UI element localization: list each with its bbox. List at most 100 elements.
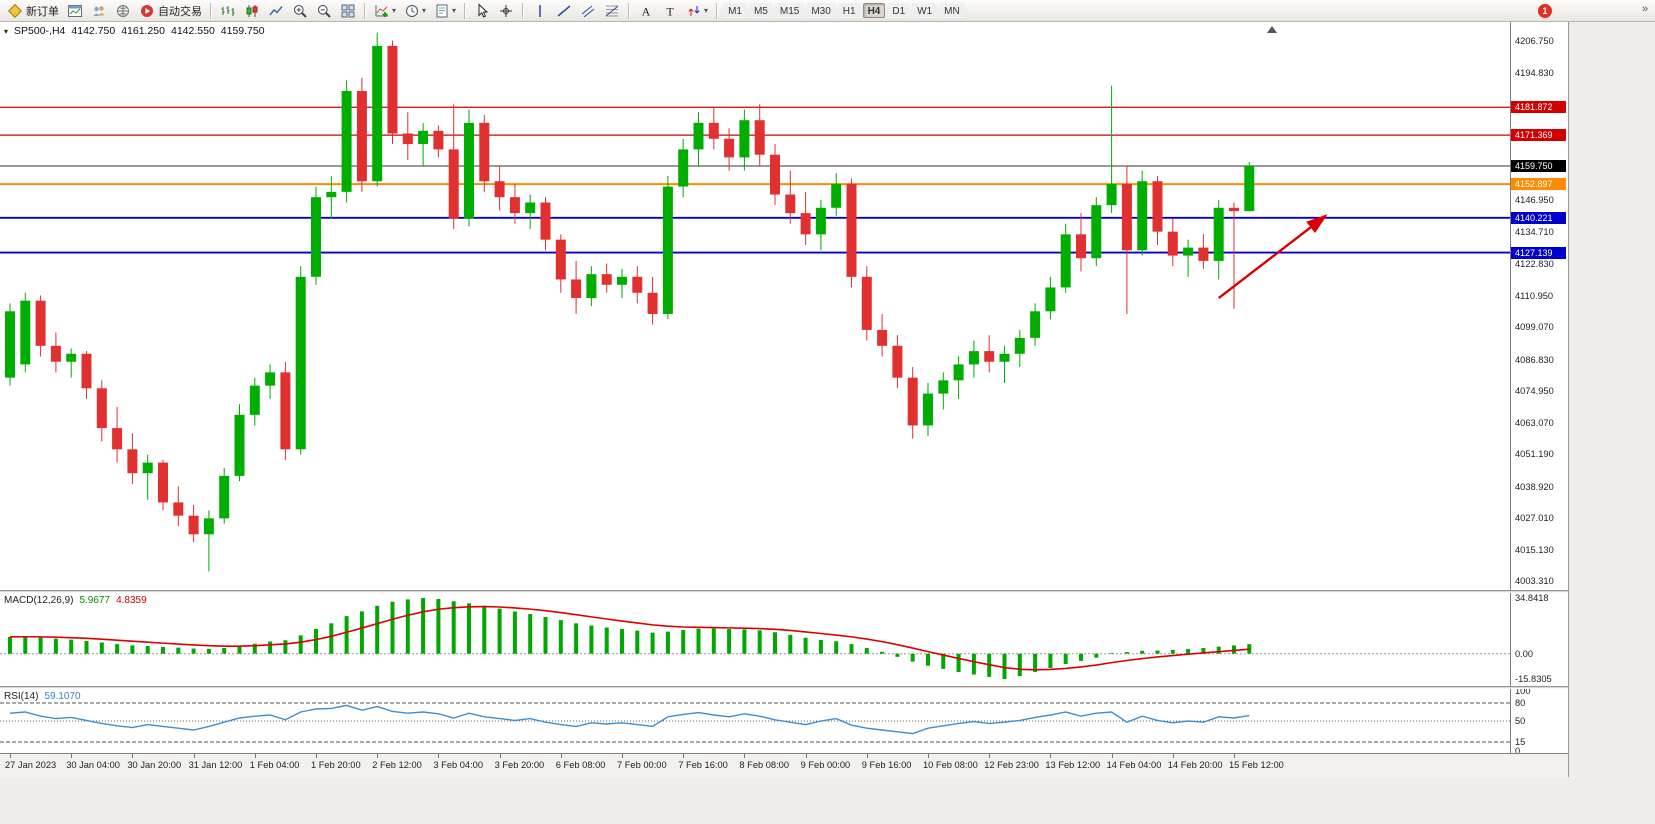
vertical-line-tool-button[interactable] [528,1,552,20]
tile-windows-button[interactable] [336,1,360,20]
rsi-pane-divider[interactable] [0,686,1568,689]
support-line-price-tag: 4127.139 [1511,246,1566,259]
fibonacci-tool-button[interactable] [600,1,624,20]
toolbar-separator [716,2,719,19]
time-axis-label: 6 Feb 08:00 [555,760,606,770]
zoom-in-button[interactable] [288,1,312,20]
notification-badge[interactable]: 1 [1538,4,1552,18]
price-axis-label: 4038.920 [1515,481,1554,492]
text-tool-button[interactable]: A [634,1,658,20]
cursor-tool-button[interactable] [470,1,494,20]
timeframe-button-w1[interactable]: W1 [912,3,938,18]
price-axis-label: 4146.950 [1515,194,1554,205]
rsi-pane [0,702,1510,743]
macd-label: MACD(12,26,9) [4,595,74,606]
time-axis-label: 8 Feb 08:00 [739,760,790,770]
vertical-line-icon [539,4,541,17]
timeframe-button-d1[interactable]: D1 [887,3,911,18]
timeframe-button-m30[interactable]: M30 [806,3,836,18]
community-button[interactable] [111,1,135,20]
price-axis-label: 4051.190 [1515,449,1554,460]
templates-button[interactable]: ▾ [430,1,460,20]
bid-line-price-tag: 4159.750 [1511,159,1566,172]
price-axis-label: 80 [1515,698,1526,708]
crosshair-icon [500,4,513,17]
time-axis[interactable]: 27 Jan 2023 30 Jan 04:00 30 Jan 20:00 31 Ja… [0,753,1568,778]
chart-shift-icon[interactable] [1267,26,1277,33]
charts-window-button[interactable] [63,1,87,20]
bars-chart-icon [221,5,235,16]
svg-text:A: A [642,4,651,18]
add-indicator-icon [375,4,388,17]
price-axis-label: 0 [1515,746,1521,756]
symbol-dropdown-icon[interactable]: ▾ [4,26,9,36]
time-axis-label: 12 Feb 23:00 [984,760,1039,770]
timeframe-button-h4[interactable]: H4 [862,3,886,18]
accounts-button[interactable] [87,1,111,20]
add-indicator-button[interactable]: ▾ [370,1,400,20]
timeframe-button-m15[interactable]: M15 [774,3,805,18]
price-axis[interactable]: 4206.750 4194.830 4146.950 4134.710 4122.830… [1510,22,1568,756]
label-icon: T [666,4,674,18]
time-axis-tick [1234,754,1235,758]
macd-main-value: 5.9677 [79,595,111,606]
trend-arrow-annotation[interactable] [1217,214,1328,299]
timeframe-button-m5[interactable]: M5 [748,3,773,18]
channel-tool-button[interactable] [576,1,600,20]
periods-button[interactable]: ▾ [400,1,430,20]
candlestick-chart-icon [246,4,258,17]
chart-title: ▾ SP500-,H4 4142.750 4161.250 4142.550 4… [4,25,265,37]
price-axis-label: 100 [1515,686,1531,696]
timeframe-button-mn[interactable]: MN [939,3,965,18]
price-axis-label: 4194.830 [1515,67,1554,78]
macd-pane-divider[interactable] [0,590,1568,593]
price-axis-label: 4086.830 [1515,354,1554,365]
time-axis-label: 1 Feb 04:00 [249,760,300,770]
price-axis-label: 15 [1515,737,1526,747]
time-axis-label: 3 Feb 20:00 [494,760,545,770]
zoom-out-icon [318,4,331,18]
toolbar-separator [628,2,631,19]
accounts-icon [93,5,105,16]
time-axis-tick [928,754,929,758]
tile-windows-icon [341,4,355,17]
price-axis-label: 4074.950 [1515,386,1554,397]
bars-chart-button[interactable] [216,1,240,20]
rsi-label: RSI(14) [4,691,39,702]
time-axis-tick [254,754,256,758]
time-axis-label: 13 Feb 12:00 [1045,760,1101,770]
time-axis-label: 1 Feb 20:00 [311,760,361,770]
chevron-down-icon: ▾ [422,6,427,15]
pivot-line-price-tag: 4152.897 [1511,178,1566,191]
timeframe-button-h1[interactable]: H1 [837,3,861,18]
trendline-tool-button[interactable] [552,1,576,20]
ohlc-high: 4161.250 [121,25,165,37]
ohlc-close: 4159.750 [220,25,265,37]
toolbar-separator [464,2,467,19]
time-axis-label: 31 Jan 12:00 [188,760,243,770]
price-axis-label: 4122.830 [1515,258,1554,269]
toolbar-overflow-icon[interactable]: » [1642,3,1649,15]
new-order-button[interactable]: 新订单 [3,1,63,20]
zoom-out-button[interactable] [312,1,336,20]
new-order-label: 新订单 [26,5,59,18]
auto-trading-button[interactable]: 自动交易 [135,1,206,20]
price-axis-label: 4099.070 [1515,322,1554,333]
crosshair-tool-button[interactable] [494,1,518,20]
time-axis-label: 10 Feb 08:00 [923,760,978,770]
label-tool-button[interactable]: T [658,1,682,20]
time-axis-tick [1172,754,1174,758]
candlestick-chart-button[interactable] [240,1,264,20]
time-axis-label: 7 Feb 00:00 [617,760,667,770]
chart-canvas[interactable] [0,22,1510,753]
line-chart-button[interactable] [264,1,288,20]
arrows-tool-button[interactable]: ▾ [682,1,712,20]
timeframe-button-m1[interactable]: M1 [723,3,747,18]
time-axis-tick [744,754,746,758]
time-axis-label: 30 Jan 04:00 [66,760,120,770]
time-axis-tick [193,754,195,758]
time-axis-tick [989,754,991,758]
periods-icon [406,4,419,17]
toolbar-separator [210,2,212,19]
time-axis-label: 15 Feb 12:00 [1229,760,1284,770]
